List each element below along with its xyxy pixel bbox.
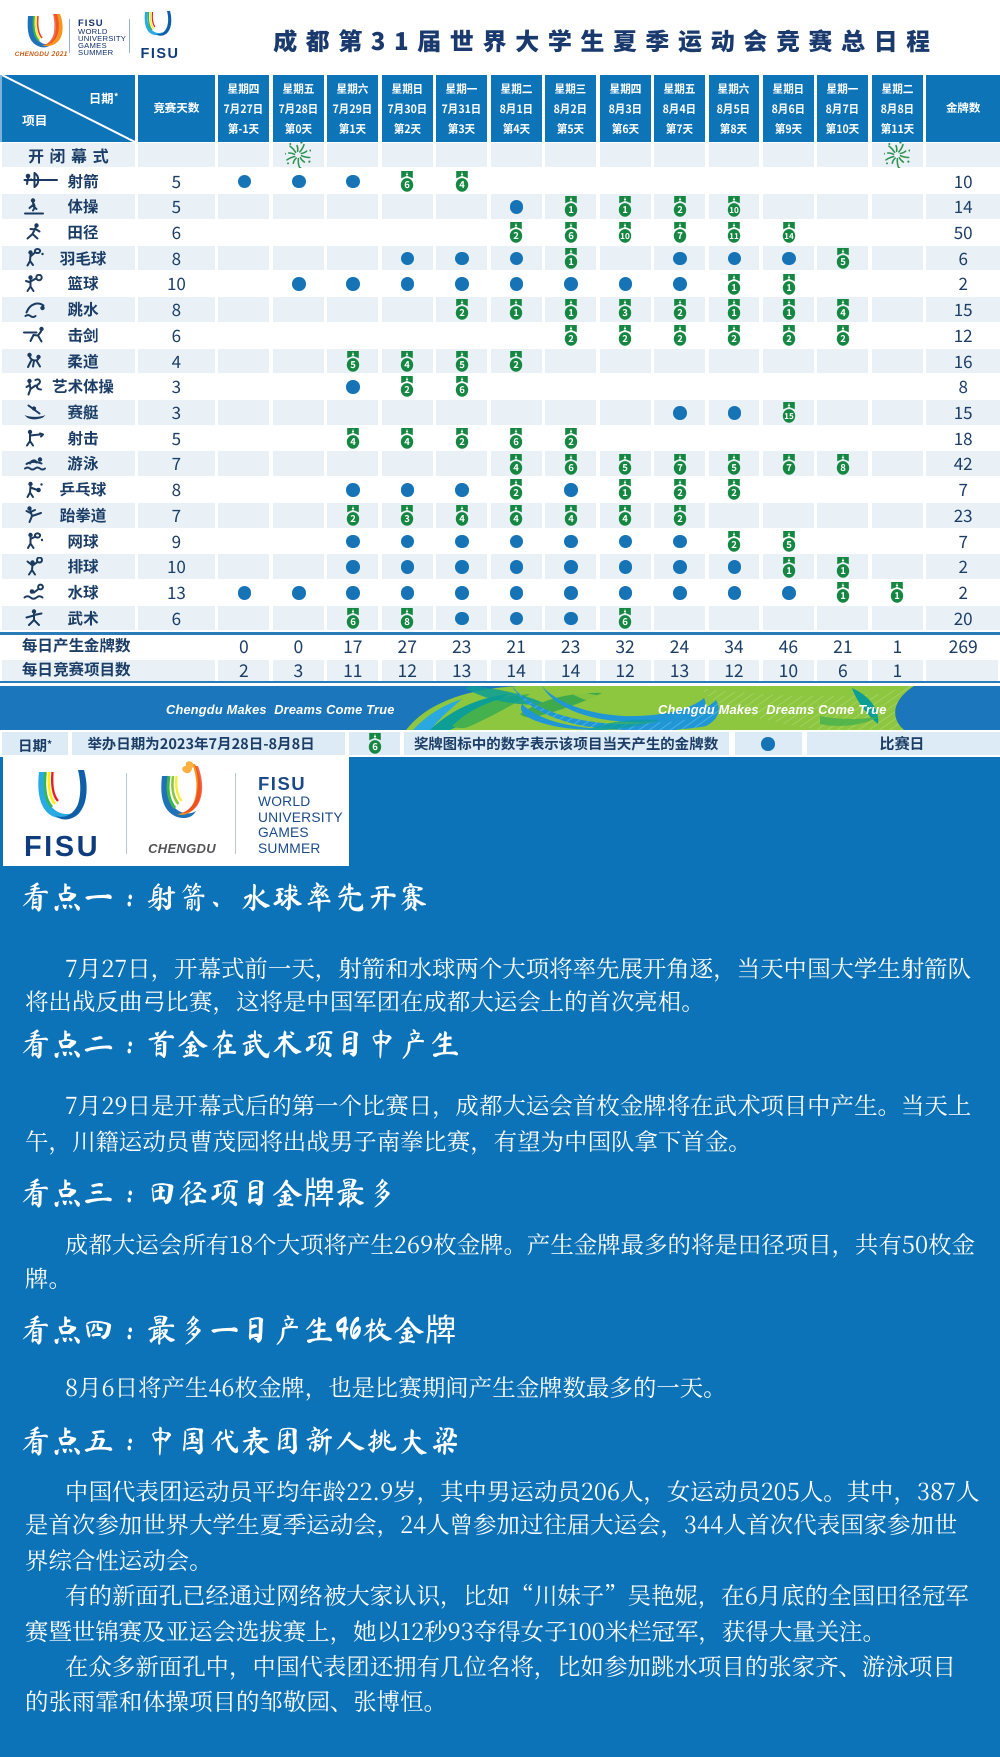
svg-text:2: 2: [677, 331, 683, 345]
svg-text:4: 4: [513, 460, 519, 474]
svg-text:2: 2: [568, 434, 574, 448]
svg-text:2: 2: [459, 434, 465, 448]
svg-text:1: 1: [568, 203, 574, 217]
svg-text:4: 4: [350, 434, 356, 448]
svg-text:2: 2: [513, 228, 519, 242]
svg-text:2: 2: [677, 485, 683, 499]
svg-text:4: 4: [459, 177, 465, 191]
svg-text:1: 1: [895, 588, 901, 602]
svg-text:2: 2: [840, 331, 846, 345]
svg-text:2: 2: [731, 331, 737, 345]
svg-text:6: 6: [405, 177, 411, 191]
svg-text:2: 2: [405, 383, 411, 397]
svg-text:5: 5: [840, 254, 846, 268]
svg-text:2: 2: [513, 357, 519, 371]
svg-text:5: 5: [786, 537, 792, 551]
svg-text:1: 1: [840, 588, 846, 602]
svg-text:6: 6: [622, 614, 628, 628]
svg-text:1: 1: [786, 563, 792, 577]
svg-text:10: 10: [620, 230, 630, 242]
svg-text:1: 1: [786, 280, 792, 294]
svg-text:5: 5: [622, 460, 628, 474]
svg-text:1: 1: [622, 203, 628, 217]
svg-text:6: 6: [568, 228, 574, 242]
svg-text:1: 1: [568, 254, 574, 268]
svg-text:4: 4: [405, 434, 411, 448]
svg-text:7: 7: [677, 228, 683, 242]
svg-text:1: 1: [731, 305, 737, 319]
svg-text:6: 6: [459, 383, 465, 397]
svg-text:2: 2: [731, 537, 737, 551]
svg-text:14: 14: [784, 230, 794, 242]
svg-text:2: 2: [622, 331, 628, 345]
svg-text:1: 1: [840, 563, 846, 577]
svg-text:6: 6: [372, 739, 378, 753]
svg-text:10: 10: [729, 205, 739, 217]
svg-text:4: 4: [459, 511, 465, 525]
svg-text:1: 1: [731, 280, 737, 294]
svg-text:6: 6: [350, 614, 356, 628]
svg-text:15: 15: [784, 410, 794, 422]
svg-text:2: 2: [513, 485, 519, 499]
svg-text:6: 6: [513, 434, 519, 448]
svg-text:2: 2: [677, 203, 683, 217]
svg-text:1: 1: [786, 305, 792, 319]
svg-text:4: 4: [405, 357, 411, 371]
svg-text:1: 1: [568, 305, 574, 319]
svg-text:1: 1: [622, 485, 628, 499]
svg-text:6: 6: [568, 460, 574, 474]
svg-text:11: 11: [729, 230, 739, 242]
svg-text:2: 2: [350, 511, 356, 525]
svg-text:5: 5: [350, 357, 356, 371]
svg-text:4: 4: [568, 511, 574, 525]
svg-text:1: 1: [513, 305, 519, 319]
svg-text:3: 3: [622, 305, 628, 319]
svg-text:3: 3: [405, 511, 411, 525]
svg-text:5: 5: [459, 357, 465, 371]
svg-text:8: 8: [840, 460, 846, 474]
svg-text:2: 2: [568, 331, 574, 345]
svg-text:5: 5: [731, 460, 737, 474]
svg-text:7: 7: [786, 460, 792, 474]
svg-text:2: 2: [677, 511, 683, 525]
svg-text:4: 4: [622, 511, 628, 525]
svg-text:2: 2: [731, 485, 737, 499]
svg-text:4: 4: [513, 511, 519, 525]
svg-text:8: 8: [405, 614, 411, 628]
svg-text:7: 7: [677, 460, 683, 474]
svg-text:2: 2: [459, 305, 465, 319]
svg-text:2: 2: [786, 331, 792, 345]
svg-text:4: 4: [840, 305, 846, 319]
svg-text:2: 2: [677, 305, 683, 319]
